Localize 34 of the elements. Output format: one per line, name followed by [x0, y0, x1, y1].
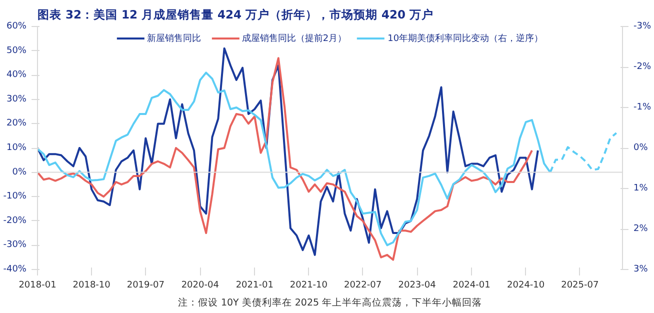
x-tick-label: 2023-04 [398, 280, 436, 290]
y2-tick-label: -2% [634, 62, 652, 72]
y-tick-label: 0% [12, 167, 27, 178]
legend-label: 10年期美债利率同比变动（右，逆序） [388, 32, 544, 44]
y2-tick-label: 1% [634, 184, 648, 194]
x-tick-label: 2021-01 [236, 280, 274, 290]
y-tick-label: 50% [6, 46, 27, 56]
y2-tick-label: 2% [634, 224, 648, 234]
y-tick-label: -20% [3, 216, 27, 226]
y2-tick-label: 3% [634, 264, 648, 274]
legend-label: 新屋销售同比 [146, 32, 201, 44]
x-tick-label: 2024-01 [452, 280, 490, 290]
y-tick-label: 40% [6, 70, 27, 80]
y2-tick-label: -3% [634, 22, 652, 32]
y-tick-label: -30% [3, 240, 27, 250]
chart-title: 图表 32：美国 12 月成屋销售量 424 万户（折年），市场预期 420 万户 [38, 8, 434, 22]
y-tick-label: -10% [3, 192, 27, 202]
y-tick-label: -40% [3, 264, 27, 274]
y-tick-label: 60% [6, 22, 27, 32]
x-tick-label: 2020-04 [181, 280, 220, 290]
y-tick-label: 20% [6, 118, 27, 129]
x-tick-label: 2018-01 [18, 280, 56, 290]
x-tick-label: 2018-10 [72, 280, 111, 290]
y2-tick-label: -1% [634, 102, 652, 112]
x-tick-label: 2024-10 [507, 280, 545, 290]
y-tick-label: 30% [6, 94, 27, 104]
x-tick-label: 2019-07 [126, 280, 164, 290]
text: 注：假设 10Y 美债利率在 2025 年上半年高位震荡，下半年小幅回落 [178, 296, 482, 308]
x-tick-label: 2021-10 [290, 280, 328, 290]
legend-label: 成屋销售同比（提前2月） [242, 32, 347, 44]
y-tick-label: 10% [6, 143, 27, 153]
y2-tick-label: 0% [634, 143, 648, 153]
x-tick-label: 2025-07 [561, 280, 599, 290]
x-tick-label: 2022-07 [344, 280, 382, 290]
